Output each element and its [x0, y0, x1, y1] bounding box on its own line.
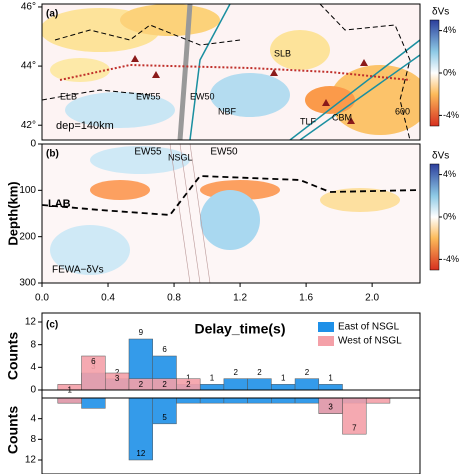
x-tick-label: 2.0: [365, 293, 379, 304]
chart-title: Delay_time(s): [194, 321, 285, 337]
annotation: 600: [395, 106, 410, 116]
annotation: EW50: [210, 147, 238, 158]
bar: [271, 397, 296, 404]
colorbar: [429, 19, 440, 127]
bar: [318, 384, 343, 391]
y-axis-label: Counts: [5, 406, 21, 454]
bar-value-label: 6: [91, 357, 96, 366]
y-axis-label: Depth(km): [5, 181, 20, 245]
colorbar-tick-label: -4%: [443, 110, 459, 120]
annotation: EW55: [136, 91, 161, 101]
bar-value-label: 2: [305, 368, 310, 377]
annotation: SLB: [274, 48, 291, 58]
y-tick-label: 8: [30, 434, 36, 445]
x-tick-label: 0.8: [167, 293, 181, 304]
bar-value-label: 6: [162, 345, 167, 354]
map-frame: [41, 3, 421, 141]
legend-label: East of NSGL: [338, 322, 400, 333]
bar: [247, 397, 272, 404]
bar-value-label: 1: [210, 373, 215, 382]
y-tick-label: 4: [30, 413, 36, 424]
annotation: EW55: [134, 147, 162, 158]
bar: [199, 397, 225, 404]
bar-value-label: 3: [115, 374, 120, 383]
annotation: FEWA−δVs: [52, 265, 104, 276]
bar-value-label: 9: [139, 328, 144, 337]
panel-label: (c): [46, 320, 58, 331]
bar: [247, 378, 272, 391]
colorbar-tick-label: 0%: [443, 211, 456, 221]
bar: [223, 378, 248, 391]
bar-value-label: 3: [328, 403, 333, 412]
x-tick-label: 1.2: [233, 293, 247, 304]
section-background: [42, 144, 420, 283]
bar-value-label: 2: [186, 380, 191, 389]
legend-label: West of NSGL: [338, 336, 402, 347]
bar: [365, 397, 391, 404]
annotation: CBM: [332, 112, 352, 122]
bar: [223, 397, 248, 404]
colorbar: [429, 163, 440, 271]
bar-value-label: 2: [139, 380, 144, 389]
annotation: NSGL: [168, 152, 193, 162]
bar-value-label: 7: [352, 423, 357, 432]
annotation: LAB: [48, 198, 71, 210]
legend-swatch: [318, 336, 334, 346]
map-background: [42, 4, 420, 140]
y-tick-label: 0: [30, 385, 36, 396]
annotation: EW50: [190, 91, 215, 101]
colorbar-tick-label: -4%: [443, 254, 459, 264]
y-axis-label: Counts: [5, 332, 21, 380]
x-tick-label: 0.0: [35, 293, 49, 304]
y-tick-label: 0: [30, 139, 36, 150]
histogram-frame: [41, 312, 421, 474]
y-tick-label: 42°: [21, 120, 36, 131]
bar: [81, 397, 106, 409]
annotation: TLF: [300, 116, 317, 126]
y-tick-label: 4: [30, 362, 36, 373]
colorbar-tick-label: 4%: [443, 25, 456, 35]
bar: [294, 378, 320, 391]
bar-value-label: 12: [136, 449, 145, 458]
y-tick-label: 300: [19, 278, 36, 289]
bar-value-label: 1: [328, 373, 333, 382]
x-tick-label: 0.4: [101, 293, 115, 304]
y-tick-label: 8: [30, 339, 36, 350]
colorbar-tick-label: 4%: [443, 169, 456, 179]
y-tick-label: 12: [25, 317, 37, 328]
bar: [294, 397, 320, 404]
y-tick-label: 44°: [21, 61, 36, 72]
bar: [199, 384, 225, 391]
x-tick-label: 1.6: [299, 293, 313, 304]
bar-value-label: 2: [162, 380, 167, 389]
annotation: ELB: [60, 91, 77, 101]
colorbar-tick-label: 0%: [443, 67, 456, 77]
legend-swatch: [318, 322, 334, 332]
section-frame: [41, 143, 421, 284]
bar: [176, 397, 201, 404]
y-tick-label: 200: [19, 231, 36, 242]
y-tick-label: 46°: [21, 2, 36, 13]
bar-value-label: 2: [257, 368, 262, 377]
bar-value-label: 1: [281, 373, 286, 382]
bar: [57, 397, 82, 404]
y-tick-label: 12: [25, 455, 37, 466]
y-tick-label: 100: [19, 185, 36, 196]
panel-label: (b): [46, 149, 59, 160]
panel-label: (a): [46, 9, 58, 20]
bar-value-label: 1: [186, 373, 191, 382]
bar-value-label: 2: [115, 368, 120, 377]
bar: [271, 384, 296, 391]
annotation: NBF: [218, 106, 237, 116]
bar-value-label: 5: [162, 413, 167, 422]
colorbar-label: δVs: [432, 7, 449, 18]
annotation: dep=140km: [56, 120, 114, 132]
colorbar-label: δVs: [432, 151, 449, 162]
bar-value-label: 2: [234, 368, 239, 377]
